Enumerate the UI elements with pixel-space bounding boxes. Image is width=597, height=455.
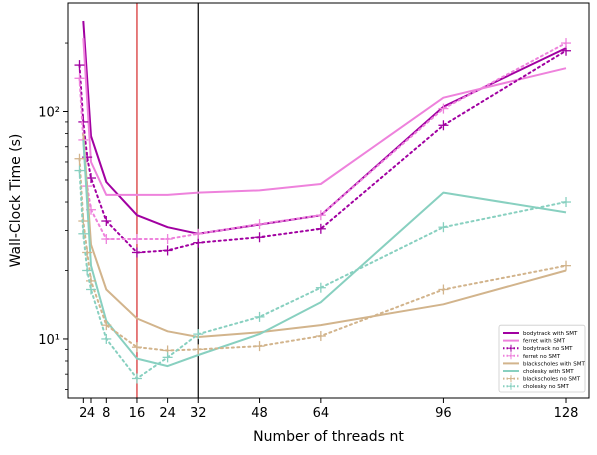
data-point <box>74 60 85 71</box>
y-axis-label: Wall-Clock Time (s) <box>8 134 24 268</box>
data-point <box>162 234 173 245</box>
legend-entry-label: blackscholes no SMT <box>523 377 581 383</box>
chart-legend: bodytrack with SMT ferret with SMTbodytra… <box>498 324 586 393</box>
series-line <box>78 169 567 380</box>
data-point <box>131 342 142 353</box>
data-point <box>101 333 112 344</box>
legend-entry-label: ferret with SMT <box>523 339 566 345</box>
data-point <box>315 223 326 234</box>
data-point <box>561 260 572 271</box>
data-point <box>131 247 142 258</box>
data-point <box>162 245 173 256</box>
data-point <box>101 320 112 331</box>
y-tick-label: 10¹ <box>38 333 60 348</box>
data-point <box>85 173 96 184</box>
x-tick-label: 8 <box>102 406 110 421</box>
data-point <box>101 234 112 245</box>
series-line <box>82 139 567 368</box>
legend-entry-label: bodytrack with SMT <box>523 331 578 337</box>
legend-entry-label: cholesky with SMT <box>523 369 574 375</box>
data-point <box>315 331 326 342</box>
data-point <box>193 237 204 248</box>
data-point <box>131 234 142 245</box>
x-tick-label: 24 <box>159 406 176 421</box>
x-axis-label: Number of threads nt <box>253 429 404 445</box>
data-point <box>438 120 449 131</box>
x-tick-label: 64 <box>313 406 330 421</box>
x-tick-label: 32 <box>190 406 207 421</box>
legend-frame <box>498 324 586 393</box>
data-point <box>82 247 93 258</box>
plot-frame <box>67 2 590 399</box>
data-point <box>315 210 326 221</box>
data-point <box>561 38 572 49</box>
data-point <box>162 352 173 363</box>
data-point <box>82 265 93 276</box>
data-point <box>193 344 204 355</box>
data-point <box>78 228 89 239</box>
x-tick-label: 128 <box>554 406 579 421</box>
data-point <box>74 153 85 164</box>
series-line <box>78 42 567 240</box>
legend-entry-label: cholesky no SMT <box>523 384 569 390</box>
data-point <box>101 216 112 227</box>
data-point <box>85 284 96 295</box>
series-line <box>82 133 567 338</box>
series-line <box>82 38 567 196</box>
legend-entry-label: bodytrack no SMT <box>523 346 573 352</box>
data-point <box>193 329 204 340</box>
data-point <box>315 282 326 293</box>
data-point <box>74 165 85 176</box>
data-point <box>254 311 265 322</box>
data-point <box>438 284 449 295</box>
series-line <box>78 157 567 352</box>
data-point <box>438 103 449 114</box>
data-point <box>254 219 265 230</box>
legend-entry-label: blackscholes with SMT <box>523 361 586 367</box>
plot-marks <box>74 3 572 398</box>
x-tick-label: 4 <box>87 406 95 421</box>
data-point <box>254 232 265 243</box>
x-tick-label: 2 <box>79 406 87 421</box>
series-line <box>82 20 567 235</box>
data-point <box>131 373 142 384</box>
x-tick-label: 16 <box>129 406 146 421</box>
data-point <box>561 197 572 208</box>
data-point <box>193 228 204 239</box>
data-point <box>78 116 89 127</box>
data-point <box>85 275 96 286</box>
y-tick-label: 10² <box>38 106 60 121</box>
data-point <box>74 73 85 84</box>
data-point <box>438 222 449 233</box>
x-tick-label: 48 <box>251 406 268 421</box>
x-tick-label: 96 <box>435 406 452 421</box>
data-point <box>254 341 265 352</box>
legend-entry-label: ferret no SMT <box>523 354 561 360</box>
